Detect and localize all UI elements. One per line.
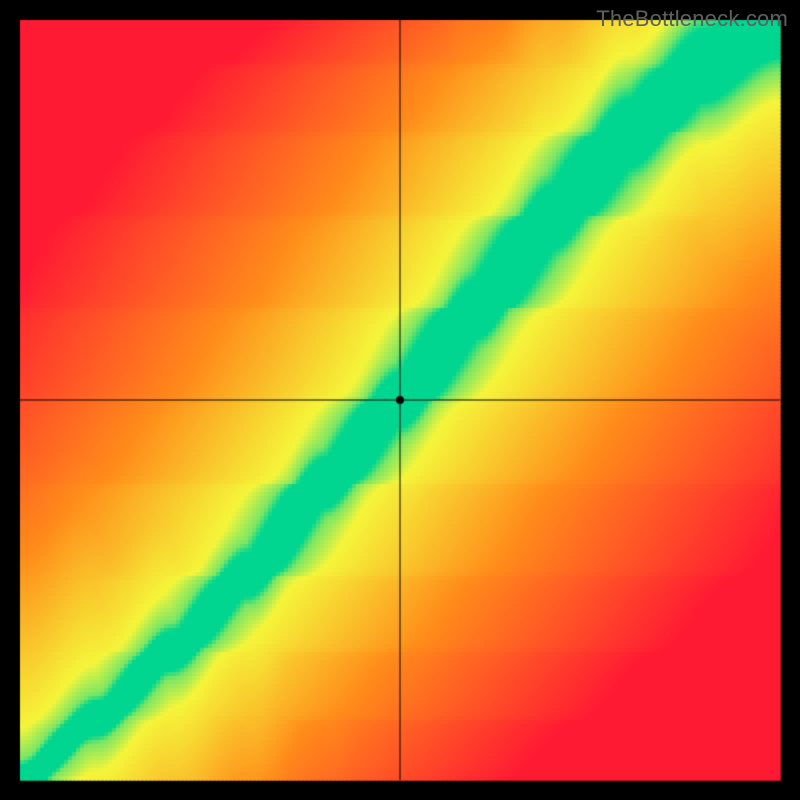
chart-container: TheBottleneck.com xyxy=(0,0,800,800)
bottleneck-heatmap xyxy=(0,0,800,800)
watermark-text: TheBottleneck.com xyxy=(596,6,788,32)
